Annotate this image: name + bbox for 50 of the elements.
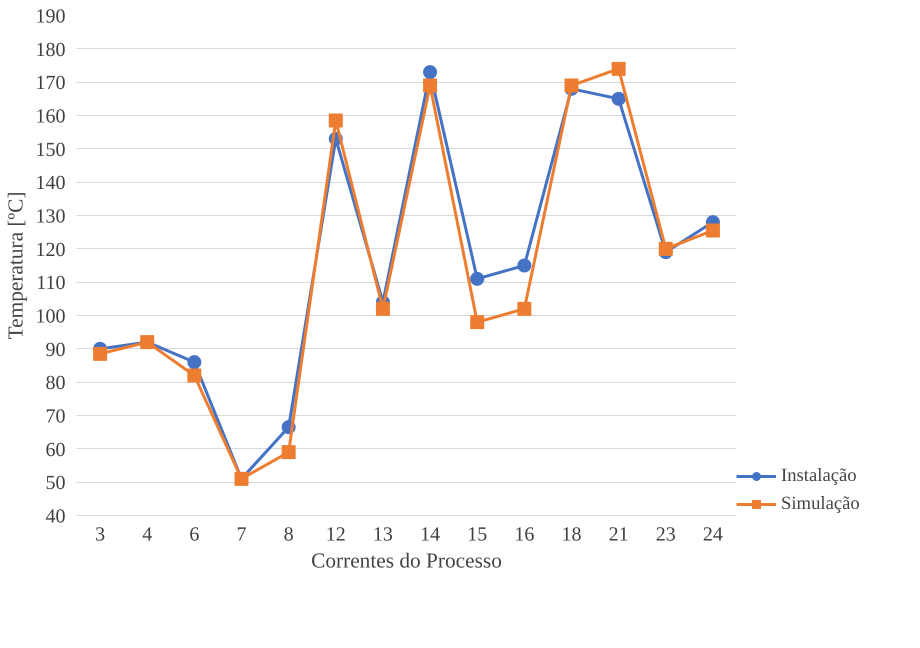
y-tick-label: 90 bbox=[46, 338, 66, 361]
y-tick-label: 60 bbox=[46, 438, 66, 461]
x-tick-label: 12 bbox=[326, 524, 346, 546]
y-axis-title: Temperatura [ºC] bbox=[4, 192, 28, 340]
x-tick-label: 16 bbox=[514, 524, 534, 546]
x-tick-label: 4 bbox=[142, 524, 152, 546]
x-tick-label: 14 bbox=[420, 524, 440, 546]
y-tick-label: 130 bbox=[36, 206, 66, 228]
y-tick-label: 160 bbox=[36, 106, 66, 128]
point bbox=[282, 445, 296, 460]
point bbox=[93, 346, 108, 361]
y-tick-label: 170 bbox=[36, 72, 66, 94]
x-tick-label: 23 bbox=[656, 524, 676, 546]
y-tick-label: 120 bbox=[36, 238, 66, 261]
y-tick-label: 150 bbox=[36, 138, 66, 161]
x-axis-title: Correntes do Processo bbox=[311, 548, 502, 572]
x-tick-label: 15 bbox=[467, 524, 488, 546]
x-tick-label: 13 bbox=[372, 524, 393, 546]
legend-label: Instalação bbox=[781, 465, 857, 487]
point bbox=[423, 65, 438, 80]
x-tick-label: 6 bbox=[189, 524, 200, 546]
point bbox=[376, 302, 390, 316]
point bbox=[658, 242, 673, 256]
legend-label: Simulação bbox=[781, 493, 860, 515]
y-tick-label: 70 bbox=[46, 406, 66, 428]
y-tick-label: 80 bbox=[46, 372, 66, 394]
x-tick-label: 24 bbox=[702, 524, 723, 546]
point bbox=[612, 92, 626, 106]
x-tick-label: 7 bbox=[236, 524, 246, 546]
x-tick-label: 3 bbox=[95, 524, 106, 546]
y-tick-label: 50 bbox=[46, 472, 66, 494]
x-tick-label: 18 bbox=[562, 524, 582, 546]
y-tick-label: 40 bbox=[46, 506, 66, 528]
point bbox=[517, 302, 532, 316]
point bbox=[423, 78, 438, 92]
point bbox=[187, 368, 202, 382]
point bbox=[612, 62, 626, 76]
y-tick-label: 140 bbox=[36, 172, 66, 194]
y-tick-label: 100 bbox=[36, 306, 66, 328]
y-tick-label: 190 bbox=[36, 6, 66, 28]
point bbox=[470, 315, 484, 330]
x-tick-label: 21 bbox=[608, 524, 629, 546]
point bbox=[328, 114, 343, 128]
y-tick-label: 180 bbox=[36, 38, 66, 61]
point bbox=[706, 224, 720, 238]
y-tick-label: 110 bbox=[36, 272, 66, 294]
point bbox=[187, 355, 202, 370]
x-tick-label: 8 bbox=[284, 524, 294, 546]
point bbox=[517, 258, 532, 272]
point bbox=[470, 272, 484, 286]
